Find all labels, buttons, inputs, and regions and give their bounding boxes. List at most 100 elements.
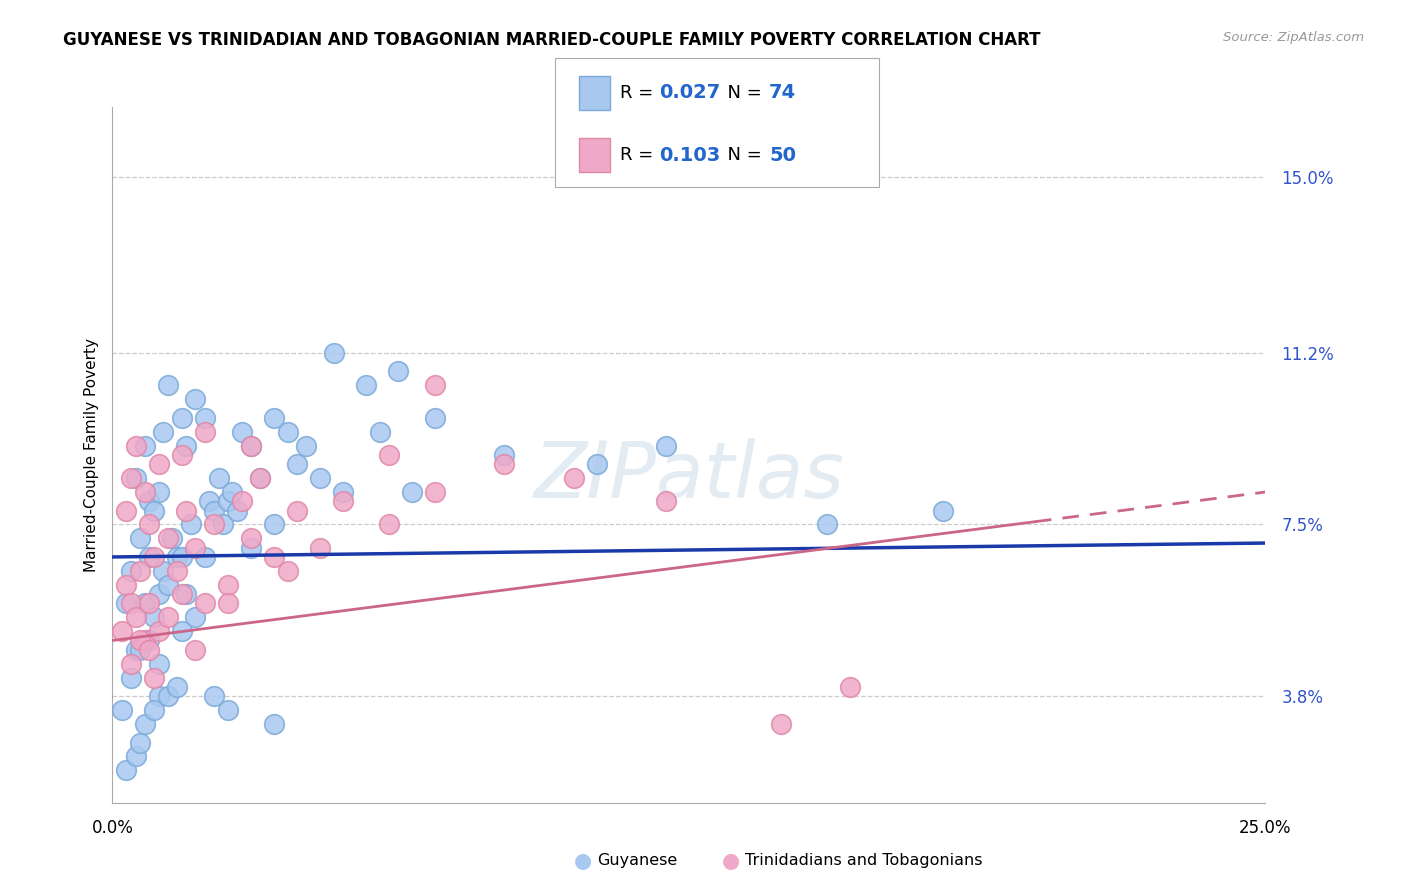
Point	[134, 485, 156, 500]
Text: Guyanese: Guyanese	[598, 854, 678, 868]
Point	[124, 439, 146, 453]
Point	[148, 657, 170, 671]
Point	[111, 703, 134, 717]
Point	[217, 703, 239, 717]
Point	[138, 642, 160, 657]
Text: R =: R =	[620, 146, 659, 164]
Point	[425, 410, 447, 425]
Text: 0.027: 0.027	[659, 83, 721, 103]
Text: 0.103: 0.103	[659, 145, 721, 165]
Text: ZIPatlas: ZIPatlas	[533, 438, 845, 514]
Point	[309, 471, 332, 485]
Point	[156, 378, 179, 392]
Point	[174, 503, 197, 517]
Point	[138, 596, 160, 610]
Point	[148, 587, 170, 601]
Point	[221, 485, 243, 500]
Point	[134, 439, 156, 453]
Point	[839, 680, 862, 694]
Point	[425, 485, 447, 500]
Point	[148, 485, 170, 500]
Point	[295, 439, 318, 453]
Point	[111, 624, 134, 639]
Point	[120, 564, 142, 578]
Point	[170, 624, 193, 639]
Point	[138, 633, 160, 648]
Text: 50: 50	[769, 145, 796, 165]
Point	[249, 471, 271, 485]
Point	[332, 485, 354, 500]
Text: ●: ●	[575, 851, 592, 871]
Point	[387, 364, 409, 378]
Point	[198, 494, 221, 508]
Point	[134, 633, 156, 648]
Point	[129, 532, 152, 546]
Point	[239, 532, 262, 546]
Point	[239, 541, 262, 555]
Point	[277, 564, 299, 578]
Text: GUYANESE VS TRINIDADIAN AND TOBAGONIAN MARRIED-COUPLE FAMILY POVERTY CORRELATION: GUYANESE VS TRINIDADIAN AND TOBAGONIAN M…	[63, 31, 1040, 49]
Point	[138, 517, 160, 532]
Point	[124, 749, 146, 764]
Point	[152, 425, 174, 439]
Point	[425, 378, 447, 392]
Point	[148, 689, 170, 703]
Point	[770, 717, 793, 731]
Point	[143, 503, 166, 517]
Point	[217, 596, 239, 610]
Point	[194, 549, 217, 564]
Point	[184, 541, 207, 555]
Point	[194, 596, 217, 610]
Point	[120, 596, 142, 610]
Point	[217, 578, 239, 592]
Point	[129, 564, 152, 578]
Point	[170, 549, 193, 564]
Point	[129, 735, 152, 749]
Point	[322, 346, 344, 360]
Point	[180, 517, 202, 532]
Point	[332, 494, 354, 508]
Text: R =: R =	[620, 84, 659, 102]
Point	[184, 642, 207, 657]
Point	[263, 549, 285, 564]
Point	[239, 439, 262, 453]
Point	[217, 494, 239, 508]
Point	[115, 764, 138, 778]
Point	[170, 448, 193, 462]
Point	[815, 517, 838, 532]
Point	[655, 439, 678, 453]
Point	[174, 439, 197, 453]
Point	[401, 485, 423, 500]
Point	[184, 610, 207, 624]
Point	[124, 642, 146, 657]
Point	[231, 494, 253, 508]
Point	[174, 587, 197, 601]
Point	[207, 471, 229, 485]
Point	[138, 494, 160, 508]
Point	[378, 517, 401, 532]
Point	[156, 689, 179, 703]
Point	[170, 410, 193, 425]
Point	[120, 471, 142, 485]
Point	[655, 494, 678, 508]
Point	[143, 703, 166, 717]
Point	[148, 624, 170, 639]
Point	[212, 517, 235, 532]
Point	[124, 471, 146, 485]
Point	[263, 517, 285, 532]
Point	[120, 671, 142, 685]
Point	[378, 448, 401, 462]
Point	[202, 689, 225, 703]
Point	[263, 410, 285, 425]
Text: N =: N =	[716, 84, 768, 102]
Point	[134, 596, 156, 610]
Point	[263, 717, 285, 731]
Point	[143, 549, 166, 564]
Point	[285, 457, 308, 471]
Point	[194, 410, 217, 425]
Point	[194, 425, 217, 439]
Point	[166, 549, 188, 564]
Point	[134, 717, 156, 731]
Point	[124, 610, 146, 624]
Point	[368, 425, 391, 439]
